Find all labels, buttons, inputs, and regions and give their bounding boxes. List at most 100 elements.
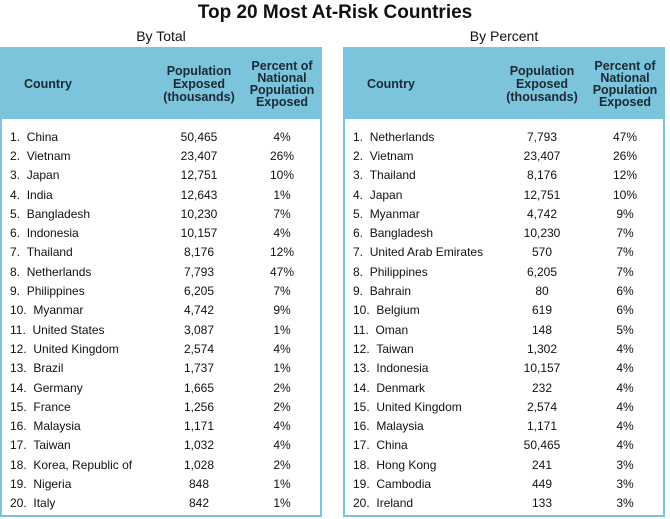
country-cell: 4. Japan [345, 188, 497, 202]
population-cell: 7,793 [526, 129, 558, 144]
by-total-table: Country Population Exposed (thousands) P… [0, 47, 322, 517]
table-row: 17. China 50,465 4% [345, 436, 663, 455]
country-cell: 13. Indonesia [345, 361, 497, 375]
country-cell: 5. Myanmar [345, 207, 497, 221]
percent-cell: 2% [273, 457, 291, 472]
population-cell: 2,574 [526, 399, 558, 414]
table-row: 4. Japan 12,751 10% [345, 185, 663, 204]
country-cell: 14. Germany [2, 381, 154, 395]
percent-cell: 4% [616, 341, 634, 356]
country-name: Malaysia [376, 419, 424, 434]
rank-label: 2. [10, 148, 21, 163]
country-name: Thailand [26, 245, 73, 260]
country-name: China [376, 438, 408, 453]
country-cell: 20. Italy [2, 496, 154, 510]
rank-label: 16. [353, 419, 370, 434]
population-cell: 8,176 [183, 245, 215, 260]
country-cell: 3. Japan [2, 168, 154, 182]
rank-label: 19. [353, 476, 370, 491]
table-row: 6. Indonesia 10,157 4% [2, 223, 320, 242]
percent-cell: 3% [616, 457, 634, 472]
country-cell: 2. Vietnam [2, 149, 154, 163]
country-name: Cambodia [376, 476, 432, 491]
table-row: 1. Netherlands 7,793 47% [345, 127, 663, 146]
population-header: Population Exposed (thousands) [506, 63, 578, 104]
population-cell: 848 [188, 476, 210, 491]
country-name: Korea, Republic of [33, 457, 133, 472]
rank-label: 19. [10, 476, 27, 491]
rank-label: 5. [353, 206, 364, 221]
table-row: 13. Indonesia 10,157 4% [345, 359, 663, 378]
table-row: 9. Bahrain 80 6% [345, 281, 663, 300]
table-row: 9. Philippines 6,205 7% [2, 281, 320, 300]
rank-label: 7. [10, 245, 21, 260]
country-cell: 1. Netherlands [345, 130, 497, 144]
population-cell: 6,205 [526, 264, 558, 279]
population-cell: 1,028 [183, 457, 215, 472]
country-name: Philippines [369, 264, 428, 279]
country-cell: 11. Oman [345, 323, 497, 337]
country-name: Japan [26, 168, 60, 183]
rank-label: 3. [353, 168, 364, 183]
percent-cell: 1% [273, 476, 291, 491]
country-cell: 9. Bahrain [345, 284, 497, 298]
percent-header: Percent of National Population Exposed [249, 59, 315, 109]
percent-cell: 26% [612, 148, 638, 163]
country-name: China [26, 129, 59, 144]
percent-cell: 4% [616, 419, 634, 434]
rank-label: 8. [10, 264, 21, 279]
rank-label: 13. [10, 361, 27, 376]
country-name: Bahrain [369, 284, 412, 299]
rank-label: 17. [10, 438, 27, 453]
country-name: India [26, 187, 53, 202]
country-name: United States [32, 322, 105, 337]
country-cell: 5. Bangladesh [2, 207, 154, 221]
country-header: Country [24, 77, 72, 91]
country-cell: 12. Taiwan [345, 342, 497, 356]
table-row: 20. Italy 842 1% [2, 494, 320, 513]
by-percent-table: Country Population Exposed (thousands) P… [343, 47, 665, 517]
population-cell: 23,407 [180, 148, 218, 163]
rank-label: 6. [353, 226, 364, 241]
population-cell: 1,737 [183, 361, 215, 376]
population-cell: 133 [531, 496, 553, 511]
rank-label: 13. [353, 361, 370, 376]
country-cell: 8. Philippines [345, 265, 497, 279]
table-row: 12. Taiwan 1,302 4% [345, 339, 663, 358]
population-header: Population Exposed (thousands) [163, 63, 235, 104]
rank-label: 3. [10, 168, 21, 183]
table-row: 1. China 50,465 4% [2, 127, 320, 146]
country-name: Germany [33, 380, 83, 395]
population-cell: 570 [531, 245, 553, 260]
percent-cell: 12% [269, 245, 295, 260]
country-name: Denmark [376, 380, 426, 395]
population-cell: 1,171 [183, 419, 215, 434]
table-row: 3. Japan 12,751 10% [2, 166, 320, 185]
table-row: 13. Brazil 1,737 1% [2, 359, 320, 378]
country-name: United Arab Emirates [369, 245, 484, 260]
table-row: 12. United Kingdom 2,574 4% [2, 339, 320, 358]
percent-cell: 3% [616, 476, 634, 491]
percent-cell: 1% [273, 361, 291, 376]
rank-label: 10. [10, 303, 27, 318]
country-name: Netherlands [26, 264, 92, 279]
population-cell: 241 [531, 457, 553, 472]
percent-cell: 2% [273, 380, 291, 395]
population-cell: 12,751 [523, 187, 561, 202]
percent-cell: 1% [273, 322, 291, 337]
country-cell: 20. Ireland [345, 496, 497, 510]
rank-label: 20. [353, 496, 370, 511]
country-name: United Kingdom [33, 341, 119, 356]
rank-label: 17. [353, 438, 370, 453]
rank-label: 10. [353, 303, 370, 318]
percent-cell: 7% [616, 245, 634, 260]
population-cell: 10,230 [180, 206, 218, 221]
country-name: Taiwan [33, 438, 71, 453]
country-name: Malaysia [33, 419, 81, 434]
country-cell: 4. India [2, 188, 154, 202]
rank-label: 15. [10, 399, 27, 414]
country-cell: 8. Netherlands [2, 265, 154, 279]
rank-label: 8. [353, 264, 364, 279]
percent-cell: 10% [269, 168, 295, 183]
percent-cell: 5% [616, 322, 634, 337]
